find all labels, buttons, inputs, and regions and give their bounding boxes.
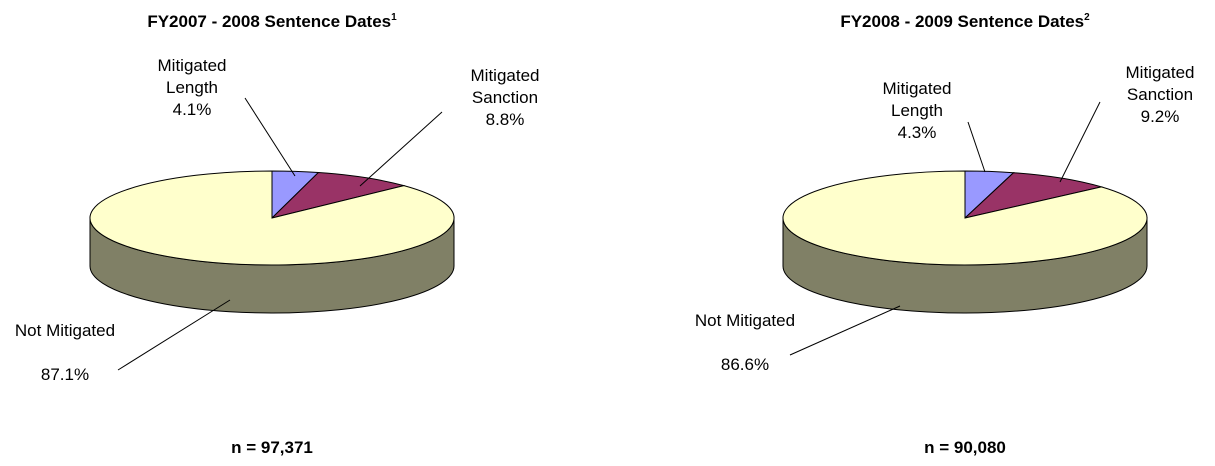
slice <box>270 172 406 219</box>
slice-value: 9.2% <box>1140 107 1180 126</box>
title-note: 2 <box>1084 12 1090 23</box>
leader-line <box>789 305 901 356</box>
chart-title: FY2007 - 2008 Sentence Dates1 <box>147 12 396 32</box>
title-note: 1 <box>391 12 397 23</box>
title-text: FY2007 - 2008 Sentence Dates <box>147 12 392 31</box>
slice-value: 87.1% <box>40 365 90 384</box>
slice-value: 4.3% <box>897 123 937 142</box>
slice-label: Mitigated Length <box>882 79 952 120</box>
slice <box>89 170 455 266</box>
slice-label: Not Mitigated <box>14 321 116 340</box>
leader-line <box>117 299 231 371</box>
leader-line <box>359 111 443 187</box>
slice <box>782 170 1148 266</box>
slice-label: Not Mitigated <box>694 311 796 330</box>
chart-title: FY2008 - 2009 Sentence Dates2 <box>840 12 1089 32</box>
sample-size: n = 90,080 <box>924 438 1006 457</box>
leader-line <box>1059 101 1101 183</box>
slice-value: 86.6% <box>720 355 770 374</box>
sample-size: n = 97,371 <box>231 438 313 457</box>
slice-label: Mitigated Sanction <box>1125 63 1195 104</box>
slice-value: 8.8% <box>485 110 525 129</box>
slice-value: 4.1% <box>172 100 212 119</box>
leader-line <box>967 121 986 173</box>
title-text: FY2008 - 2009 Sentence Dates <box>840 12 1085 31</box>
slice-label: Mitigated Sanction <box>470 66 540 107</box>
leader-line <box>244 97 296 177</box>
slice-label: Mitigated Length <box>157 56 227 97</box>
